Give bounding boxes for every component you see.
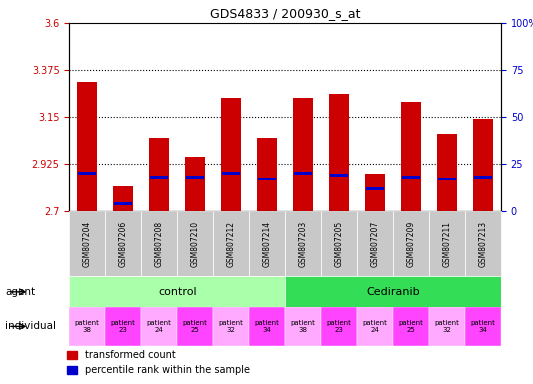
Bar bbox=[177, 307, 213, 346]
Text: patient
34: patient 34 bbox=[255, 320, 280, 333]
Bar bbox=[149, 138, 169, 211]
Bar bbox=[177, 211, 213, 276]
Text: patient
34: patient 34 bbox=[471, 320, 496, 333]
Bar bbox=[213, 211, 249, 276]
Text: GSM807205: GSM807205 bbox=[335, 221, 344, 267]
Bar bbox=[465, 307, 501, 346]
Bar bbox=[249, 307, 285, 346]
Bar bbox=[114, 186, 133, 211]
Bar bbox=[402, 176, 420, 179]
Text: GSM807203: GSM807203 bbox=[298, 221, 308, 267]
Bar bbox=[357, 211, 393, 276]
Bar bbox=[393, 307, 429, 346]
Bar bbox=[259, 178, 276, 180]
Text: patient
25: patient 25 bbox=[399, 320, 424, 333]
Text: GSM807212: GSM807212 bbox=[227, 221, 236, 267]
Legend: transformed count, percentile rank within the sample: transformed count, percentile rank withi… bbox=[63, 347, 254, 379]
Bar bbox=[321, 307, 357, 346]
Text: GSM807213: GSM807213 bbox=[479, 221, 488, 267]
Text: GSM807209: GSM807209 bbox=[407, 221, 416, 267]
Text: patient
38: patient 38 bbox=[290, 320, 316, 333]
Bar bbox=[294, 172, 312, 175]
Bar bbox=[77, 81, 97, 211]
Text: patient
23: patient 23 bbox=[327, 320, 352, 333]
Text: GSM807208: GSM807208 bbox=[155, 221, 164, 267]
Bar bbox=[366, 187, 384, 190]
Bar bbox=[106, 307, 141, 346]
Bar bbox=[222, 172, 240, 175]
Bar bbox=[329, 94, 349, 211]
Bar bbox=[249, 211, 285, 276]
Bar bbox=[69, 307, 106, 346]
Bar bbox=[401, 103, 421, 211]
Bar bbox=[321, 211, 357, 276]
Bar bbox=[473, 119, 493, 211]
Bar bbox=[357, 307, 393, 346]
Bar bbox=[221, 98, 241, 211]
Text: GSM807206: GSM807206 bbox=[119, 221, 128, 267]
Text: GSM807204: GSM807204 bbox=[83, 221, 92, 267]
Text: patient
32: patient 32 bbox=[434, 320, 459, 333]
Bar bbox=[285, 307, 321, 346]
Text: GSM807211: GSM807211 bbox=[442, 221, 451, 267]
Bar bbox=[429, 307, 465, 346]
Bar bbox=[141, 307, 177, 346]
Bar bbox=[187, 176, 204, 179]
Text: control: control bbox=[158, 287, 197, 297]
Text: GSM807210: GSM807210 bbox=[191, 221, 200, 267]
Text: GSM807207: GSM807207 bbox=[370, 221, 379, 267]
Bar bbox=[365, 174, 385, 211]
Bar bbox=[393, 211, 429, 276]
Bar bbox=[185, 157, 205, 211]
Bar bbox=[78, 172, 96, 175]
Bar bbox=[285, 211, 321, 276]
Text: patient
25: patient 25 bbox=[183, 320, 208, 333]
Text: patient
24: patient 24 bbox=[362, 320, 387, 333]
Text: patient
32: patient 32 bbox=[219, 320, 244, 333]
Bar bbox=[293, 98, 313, 211]
Bar bbox=[257, 138, 277, 211]
Bar bbox=[106, 211, 141, 276]
Bar bbox=[330, 174, 348, 177]
Text: individual: individual bbox=[5, 321, 56, 331]
Text: agent: agent bbox=[5, 287, 36, 297]
Bar bbox=[69, 276, 285, 307]
Bar bbox=[438, 178, 456, 180]
Text: GSM807214: GSM807214 bbox=[263, 221, 272, 267]
Bar bbox=[474, 176, 492, 179]
Bar bbox=[115, 202, 132, 205]
Bar bbox=[285, 276, 501, 307]
Title: GDS4833 / 200930_s_at: GDS4833 / 200930_s_at bbox=[210, 7, 360, 20]
Text: patient
24: patient 24 bbox=[147, 320, 172, 333]
Bar bbox=[69, 211, 106, 276]
Bar bbox=[150, 176, 168, 179]
Text: patient
38: patient 38 bbox=[75, 320, 100, 333]
Bar bbox=[141, 211, 177, 276]
Text: Cediranib: Cediranib bbox=[366, 287, 420, 297]
Bar bbox=[429, 211, 465, 276]
Bar bbox=[465, 211, 501, 276]
Bar bbox=[437, 134, 457, 211]
Bar bbox=[213, 307, 249, 346]
Text: patient
23: patient 23 bbox=[111, 320, 136, 333]
